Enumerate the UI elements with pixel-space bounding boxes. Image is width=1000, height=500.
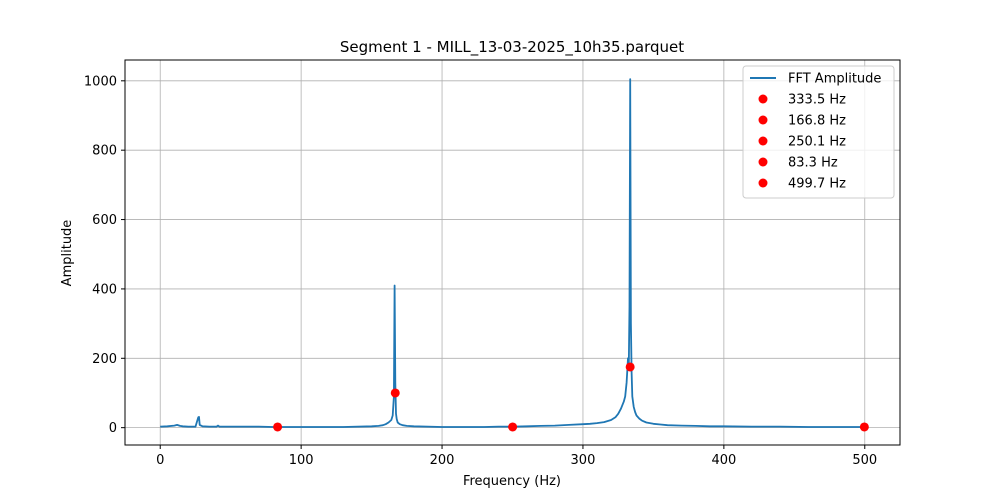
legend-label: FFT Amplitude [788, 72, 881, 87]
legend-label: 333.5 Hz [788, 93, 846, 108]
y-tick-label: 200 [92, 352, 117, 367]
y-tick-label: 600 [92, 213, 117, 228]
peak-marker [625, 362, 635, 372]
legend-marker-swatch [758, 94, 768, 104]
legend-label: 83.3 Hz [788, 156, 838, 171]
axis-ticks: 0 100 200 300 400 500 0 200 400 600 800 1000 [84, 74, 877, 468]
legend-label: 250.1 Hz [788, 135, 846, 150]
legend-marker-swatch [758, 136, 768, 146]
peak-marker [508, 422, 518, 432]
x-axis-label: Frequency (Hz) [463, 474, 561, 489]
legend: FFT Amplitude 333.5 Hz 166.8 Hz 250.1 Hz 83.… [742, 65, 895, 199]
plot-frame [124, 59, 901, 446]
series-layer [160, 78, 865, 428]
legend-marker-swatch [758, 115, 768, 125]
peak-marker [859, 422, 869, 432]
marker-layer [273, 362, 869, 432]
x-tick-label: 100 [289, 453, 314, 468]
x-tick-label: 300 [571, 453, 596, 468]
y-tick-label: 1000 [84, 74, 117, 89]
legend-box [742, 65, 895, 199]
y-tick-label: 400 [92, 282, 117, 297]
legend-label: 499.7 Hz [788, 177, 846, 192]
legend-marker-swatch [758, 178, 768, 188]
legend-marker-swatch [758, 157, 768, 167]
x-tick-label: 0 [156, 453, 164, 468]
peak-marker [273, 422, 283, 432]
y-tick-label: 0 [109, 421, 117, 436]
peak-marker [390, 388, 400, 398]
legend-label: 166.8 Hz [788, 114, 846, 129]
x-tick-label: 400 [711, 453, 736, 468]
chart-title: Segment 1 - MILL_13-03-2025_10h35.parque… [340, 38, 684, 57]
y-axis-label: Amplitude [60, 220, 75, 287]
series-line-fft-amplitude [160, 78, 865, 428]
x-tick-label: 200 [430, 453, 455, 468]
x-tick-label: 500 [852, 453, 877, 468]
y-tick-label: 800 [92, 144, 117, 159]
